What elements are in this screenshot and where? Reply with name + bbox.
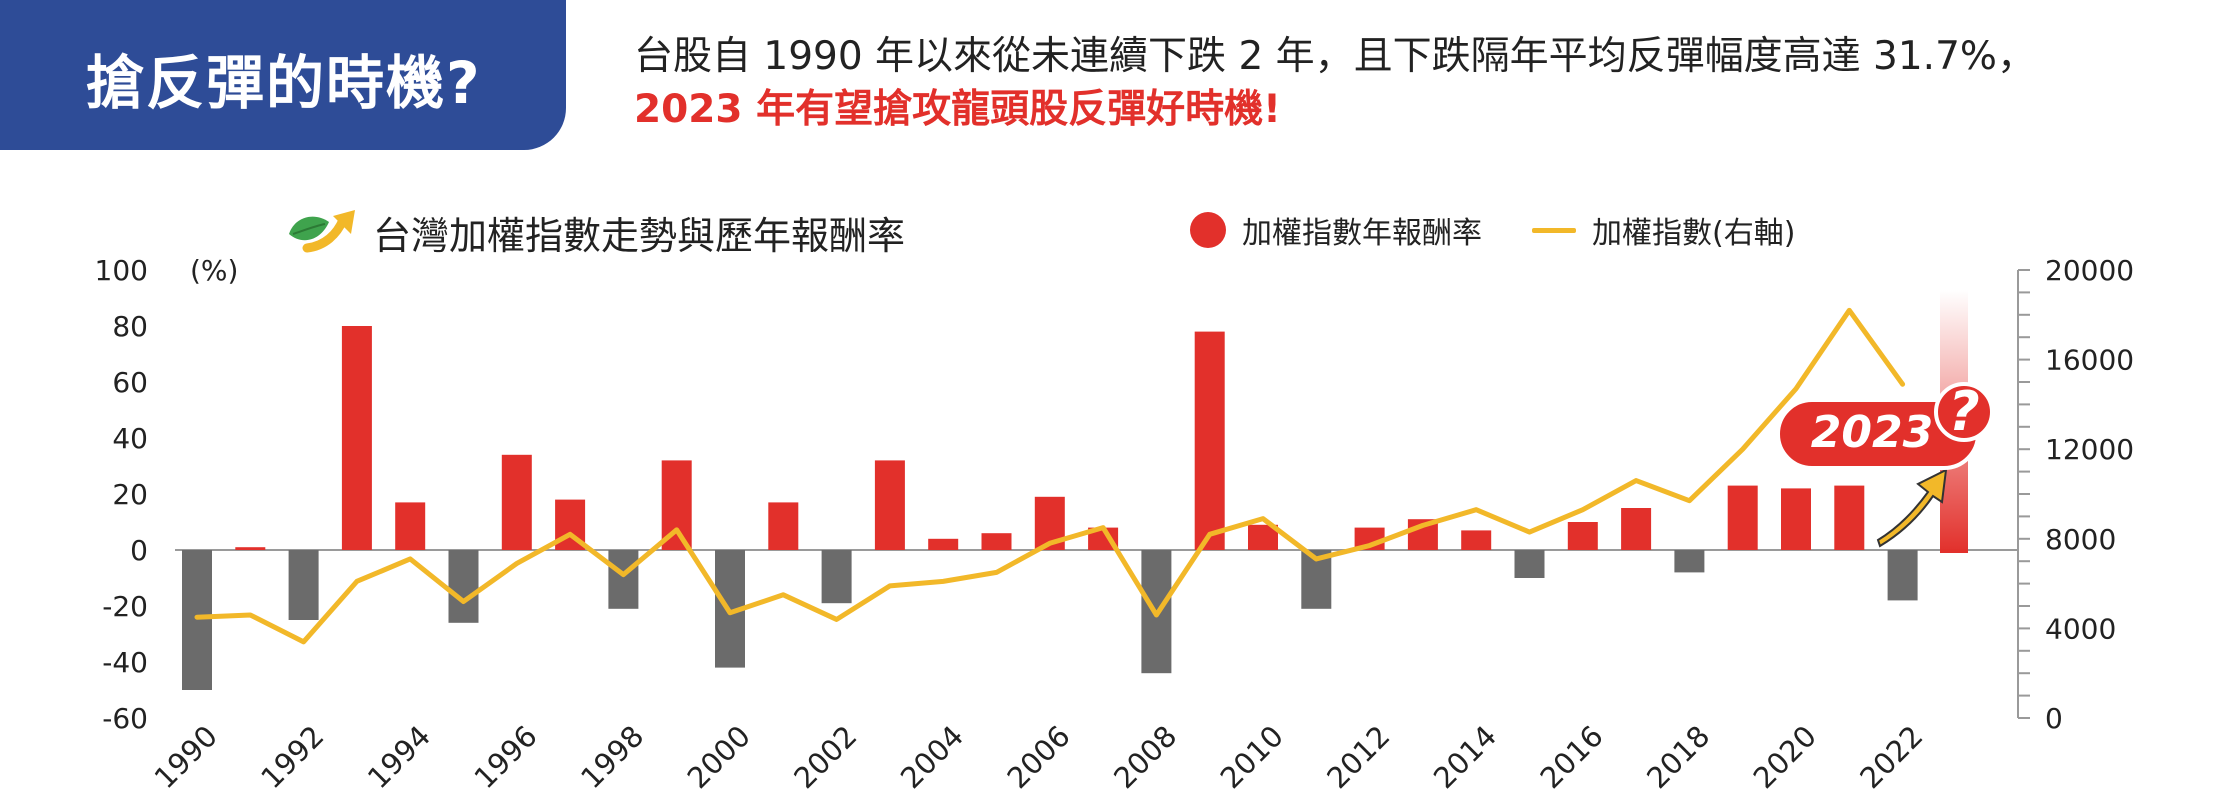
x-tick-label: 2018	[1640, 719, 1716, 795]
x-tick-label: 2020	[1747, 719, 1823, 795]
title-banner: 搶反彈的時機?	[0, 0, 566, 150]
headline-line1: 台股自 1990 年以來從未連續下跌 2 年，且下跌隔年平均反彈幅度高達 31.…	[634, 34, 2036, 79]
bar-2015	[1514, 550, 1545, 578]
x-tick-label: 1994	[361, 719, 437, 795]
bar-1990	[182, 550, 212, 690]
right-tick-label: 8000	[2045, 523, 2116, 556]
bar-2016	[1567, 522, 1598, 550]
left-tick-label: 60	[112, 366, 148, 399]
right-tick-label: 20000	[2045, 254, 2134, 287]
leaf-arrow-icon	[289, 210, 355, 253]
x-tick-label: 1996	[468, 719, 544, 795]
up-arrow-icon	[1876, 468, 1948, 548]
right-tick-label: 16000	[2045, 344, 2134, 377]
bar-2002	[821, 550, 852, 604]
bar-1991	[235, 547, 266, 550]
legend-bar-label: 加權指數年報酬率	[1242, 216, 1482, 251]
bar-2005	[981, 533, 1012, 550]
x-tick-label: 2008	[1107, 719, 1183, 795]
bar-2009	[1194, 331, 1225, 550]
bar-2021	[1834, 485, 1865, 550]
right-tick-label: 0	[2045, 702, 2063, 735]
bar-2003	[874, 460, 905, 550]
year-2023-badge: 2023 ?	[1776, 290, 1994, 553]
x-tick-label: 2016	[1534, 719, 1610, 795]
x-tick-label: 2014	[1427, 719, 1503, 795]
left-tick-label: 0	[130, 534, 148, 567]
x-tick-label: 1992	[254, 719, 330, 795]
badge-question-mark: ?	[1948, 380, 1979, 443]
legend-line-label: 加權指數(右軸)	[1592, 216, 1796, 251]
bar-2020	[1781, 488, 1811, 550]
left-tick-label: -60	[102, 702, 148, 735]
x-tick-label: 2004	[894, 719, 970, 795]
bar-2017	[1621, 508, 1652, 550]
left-tick-label: 20	[112, 478, 148, 511]
legend: 加權指數年報酬率 加權指數(右軸)	[1190, 208, 1795, 252]
bar-1996	[501, 454, 532, 550]
headline-line2: 2023 年有望搶攻龍頭股反彈好時機!	[634, 86, 1281, 132]
bar-2001	[768, 502, 799, 550]
bar-2019	[1727, 485, 1758, 550]
x-tick-label: 1998	[574, 719, 650, 795]
left-tick-label: 40	[112, 422, 148, 455]
headline: 台股自 1990 年以來從未連續下跌 2 年，且下跌隔年平均反彈幅度高達 31.…	[634, 34, 2036, 134]
x-tick-label: 2000	[681, 719, 757, 795]
bar-2018	[1674, 550, 1705, 573]
legend-bar-swatch	[1190, 212, 1226, 248]
left-tick-label: -20	[102, 590, 148, 623]
x-tick-label: 2006	[1001, 719, 1077, 795]
badge-label: 2023	[1811, 407, 1933, 458]
x-tick-label: 1990	[148, 719, 224, 795]
bar-1994	[395, 502, 426, 550]
right-tick-label: 12000	[2045, 433, 2134, 466]
left-axis-unit: (%)	[190, 254, 238, 287]
x-tick-label: 2002	[787, 719, 863, 795]
bar-1998	[608, 550, 639, 609]
left-tick-label: 100	[95, 254, 148, 287]
page-title: 搶反彈的時機?	[86, 49, 482, 117]
legend-line-swatch	[1532, 227, 1576, 233]
bar-1992	[288, 550, 319, 620]
right-tick-label: 4000	[2045, 612, 2116, 645]
bar-2014	[1461, 530, 1492, 550]
bar-2004	[928, 538, 959, 550]
chart-title: 台灣加權指數走勢與歷年報酬率	[373, 213, 906, 258]
badge-question-circle	[1934, 382, 1994, 442]
index-line	[194, 307, 1906, 645]
x-tick-label: 2022	[1853, 719, 1929, 795]
left-tick-label: 80	[112, 310, 148, 343]
bar-2022	[1887, 550, 1918, 601]
chart-title-group: 台灣加權指數走勢與歷年報酬率	[285, 202, 905, 262]
left-tick-label: -40	[102, 646, 148, 679]
bar-1993	[341, 326, 372, 550]
x-tick-label: 2012	[1320, 719, 1396, 795]
bar-1995	[448, 550, 479, 623]
x-tick-label: 2010	[1214, 719, 1290, 795]
